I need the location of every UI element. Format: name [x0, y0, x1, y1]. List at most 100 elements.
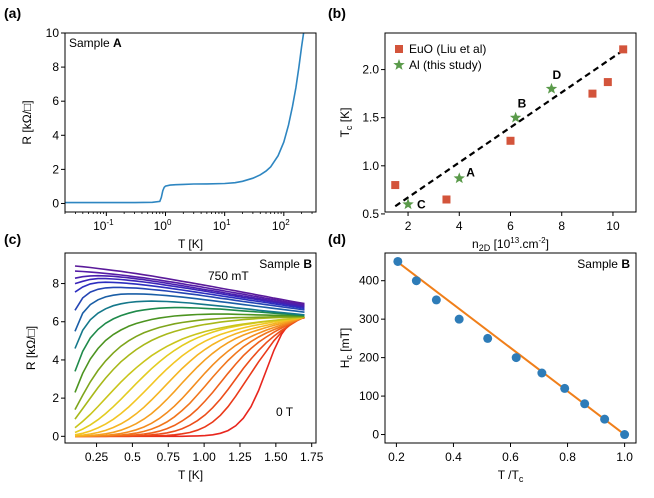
label-subscript: 2D	[479, 243, 491, 253]
hc-point	[600, 414, 610, 424]
panel-c: 0.25 0.5 0.75 1.00 1.25 1.50 1.75 0 2 4 6 8 (c) Sampl…	[4, 231, 324, 482]
hc-point	[511, 353, 521, 363]
tick-exponent: -1	[106, 218, 114, 227]
panel-label: (b)	[328, 5, 346, 21]
field-curve	[74, 300, 305, 349]
plot-frame	[384, 32, 637, 213]
tick-base: 10	[93, 219, 107, 233]
label-rest: [10	[490, 237, 510, 251]
field-curve	[74, 316, 305, 437]
y-tick-label: 400	[359, 274, 379, 288]
field-curve	[74, 277, 305, 308]
legend-marker-al	[393, 59, 405, 70]
field-curve	[74, 274, 305, 307]
panel-b: 2 4 6 8 10 0.5 1.0 1.5 2.0 C A B D EuO (Liu et al) Al …	[328, 5, 637, 253]
hc-point	[411, 276, 421, 286]
x-tick-label: 102	[272, 218, 290, 233]
x-tick-label: 0.4	[445, 450, 462, 464]
field-label-750mT: 750 mT	[208, 269, 249, 283]
y-tick-label: 6	[52, 94, 59, 108]
annotation-text: Sample	[259, 257, 303, 271]
annotation-bold: B	[303, 257, 312, 271]
tick-exponent: 1	[226, 218, 231, 227]
label-subscript: c	[344, 125, 354, 130]
field-curve	[74, 316, 305, 420]
y-tick-label: 0.5	[362, 207, 379, 221]
field-curve	[74, 316, 305, 438]
sample-point-label: C	[417, 197, 426, 211]
linear-fit-line	[394, 49, 624, 208]
field-curve	[75, 316, 305, 438]
y-tick-label: 2	[52, 391, 59, 405]
sample-annotation: Sample A	[69, 36, 122, 50]
x-tick-label: 4	[456, 219, 463, 233]
y-tick-label: 4	[52, 353, 59, 367]
field-curve	[74, 306, 305, 372]
y-tick-label: 6	[52, 315, 59, 329]
euo-point	[506, 136, 515, 145]
label-main: T	[338, 129, 352, 137]
x-axis-label: T [K]	[178, 237, 203, 251]
hc-point	[537, 368, 547, 378]
hc-point	[454, 314, 464, 324]
x-tick-label: 1.00	[192, 450, 216, 464]
field-label-0T: 0 T	[276, 405, 294, 419]
tick-base: 10	[154, 219, 168, 233]
euo-point	[442, 195, 451, 204]
al-point	[545, 82, 558, 94]
tick-base: 10	[213, 219, 227, 233]
hc-point	[431, 295, 441, 305]
y-axis-label: Hc [mT]	[338, 328, 354, 369]
sample-annotation: Sample B	[577, 257, 630, 271]
hc-point	[483, 333, 493, 343]
sample-point-label: D	[552, 68, 561, 82]
field-curve	[74, 316, 305, 436]
field-curve	[74, 316, 305, 429]
panel-label: (a)	[4, 5, 21, 21]
y-tick-label: 100	[359, 389, 379, 403]
al-point	[453, 172, 465, 184]
euo-point	[391, 181, 400, 190]
label-rest: [mT]	[338, 328, 352, 355]
x-tick-label: 6	[507, 219, 514, 233]
field-curve	[74, 293, 305, 332]
al-point	[509, 111, 522, 123]
panel-d: 0.2 0.4 0.6 0.8 1.0 0 100 200 300 400 (d) Sample B T…	[328, 231, 637, 484]
label-superscript: 13	[510, 236, 519, 245]
hc-point	[393, 256, 403, 266]
panel-label: (c)	[4, 231, 21, 247]
linear-fit-line	[397, 261, 626, 436]
label-end: ]	[546, 237, 549, 251]
x-axis-label: T [K]	[178, 468, 203, 482]
y-tick-label: 2	[52, 162, 59, 176]
label-main: n	[472, 237, 479, 251]
x-tick-label: 100	[154, 218, 172, 233]
y-axis-label: Tc [K]	[338, 108, 354, 138]
field-curve	[74, 265, 305, 305]
x-tick-label: 0.5	[124, 450, 141, 464]
plot-frame	[64, 252, 317, 444]
tick-exponent: 2	[285, 218, 290, 227]
label-main: H	[338, 360, 352, 369]
al-point	[402, 198, 414, 210]
x-tick-label: 10	[606, 219, 620, 233]
euo-point	[603, 78, 612, 87]
annotation-text: Sample	[69, 36, 113, 50]
x-tick-label: 0.25	[85, 450, 109, 464]
field-curve	[74, 315, 305, 410]
y-tick-label: 4	[52, 128, 59, 142]
plot-frame	[64, 32, 317, 213]
annotation-text: Sample	[577, 257, 621, 271]
hc-point	[580, 399, 590, 409]
y-tick-label: 1.0	[362, 159, 379, 173]
sample-point-label: B	[518, 97, 527, 111]
euo-point	[588, 89, 597, 98]
y-tick-label: 0	[52, 429, 59, 443]
field-curve	[75, 316, 305, 438]
x-tick-label: 1.25	[228, 450, 252, 464]
field-curve	[75, 316, 305, 438]
x-tick-label: 1.0	[616, 450, 633, 464]
sample-annotation: Sample B	[259, 257, 312, 271]
